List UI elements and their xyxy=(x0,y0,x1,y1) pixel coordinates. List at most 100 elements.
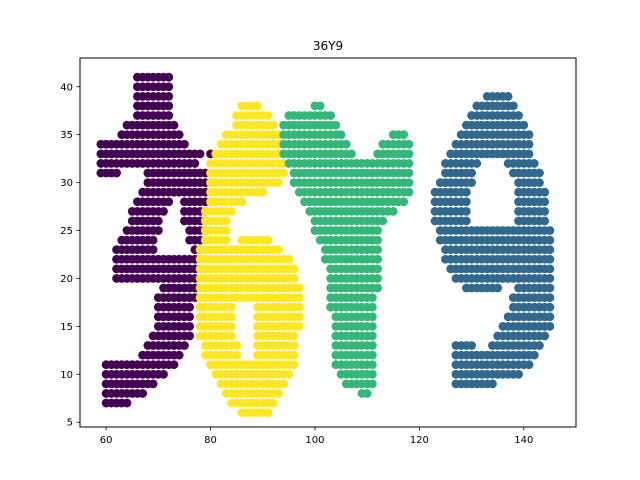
data-point xyxy=(404,187,414,197)
data-point xyxy=(545,274,555,283)
data-point xyxy=(263,408,273,418)
data-point xyxy=(294,312,304,322)
data-point xyxy=(472,159,482,168)
data-point xyxy=(545,293,555,303)
data-point xyxy=(467,178,476,188)
data-point xyxy=(367,293,377,303)
data-point xyxy=(174,350,184,360)
data-point xyxy=(153,226,163,235)
data-point xyxy=(535,341,544,350)
data-point xyxy=(326,111,336,120)
data-point xyxy=(367,350,377,360)
data-point xyxy=(341,139,351,149)
data-point xyxy=(367,312,377,322)
plot-frame xyxy=(79,57,577,428)
x-axis: 60 80 100 120 140 xyxy=(100,427,533,446)
data-point xyxy=(268,120,278,130)
data-point xyxy=(367,369,377,379)
data-point xyxy=(289,360,299,370)
data-point xyxy=(185,321,195,331)
data-point xyxy=(180,139,189,149)
data-point xyxy=(545,264,555,274)
data-point xyxy=(148,379,158,389)
y-tick-label: 35 xyxy=(60,130,73,141)
data-point xyxy=(404,139,414,149)
data-point xyxy=(367,302,377,312)
data-point xyxy=(373,226,382,235)
y-tick-label: 20 xyxy=(60,274,73,285)
data-point xyxy=(367,379,377,389)
data-point xyxy=(545,321,555,331)
data-point xyxy=(404,168,414,178)
data-point xyxy=(545,254,555,264)
data-point xyxy=(467,168,476,178)
data-point xyxy=(185,302,195,312)
data-point xyxy=(227,331,236,341)
data-point xyxy=(227,302,236,312)
data-point xyxy=(284,254,294,264)
data-point xyxy=(294,283,304,293)
y-tick-label: 15 xyxy=(60,322,73,333)
data-point xyxy=(153,216,163,226)
data-point xyxy=(524,139,534,149)
data-point xyxy=(227,312,236,322)
data-point xyxy=(493,283,503,293)
data-point xyxy=(388,206,398,216)
data-point xyxy=(373,283,382,293)
data-point xyxy=(274,178,283,188)
data-point xyxy=(284,369,294,379)
data-point xyxy=(336,130,346,140)
data-point xyxy=(535,168,544,178)
data-point xyxy=(253,101,262,111)
data-point xyxy=(545,302,555,312)
data-point xyxy=(540,216,550,226)
data-point xyxy=(232,341,242,350)
x-tick-label: 100 xyxy=(305,435,324,446)
data-point xyxy=(373,235,382,245)
data-point xyxy=(461,216,471,226)
data-point xyxy=(185,331,195,341)
data-point xyxy=(164,111,174,120)
x-tick-label: 60 xyxy=(100,435,113,446)
data-point xyxy=(232,350,242,360)
data-point xyxy=(347,149,356,159)
data-point xyxy=(404,159,414,168)
y-tick-label: 40 xyxy=(60,82,73,93)
data-point xyxy=(164,91,174,101)
data-point xyxy=(540,187,550,197)
data-point xyxy=(367,321,377,331)
data-point xyxy=(164,101,174,111)
data-point xyxy=(529,350,539,360)
data-point xyxy=(373,254,382,264)
chart-title: 36Y9 xyxy=(313,39,343,53)
data-point xyxy=(279,379,289,389)
data-point xyxy=(164,82,174,92)
data-point xyxy=(180,341,189,350)
data-point xyxy=(138,389,148,398)
data-point xyxy=(540,206,550,216)
data-point xyxy=(289,341,299,350)
data-point xyxy=(378,216,388,226)
data-point xyxy=(524,149,534,159)
data-point xyxy=(289,264,299,274)
data-point xyxy=(221,216,231,226)
data-point xyxy=(535,178,544,188)
data-point xyxy=(279,168,289,178)
y-axis: 5 10 15 20 25 30 35 40 xyxy=(60,82,80,429)
data-point xyxy=(488,379,497,389)
data-point xyxy=(545,245,555,255)
data-point xyxy=(221,235,231,245)
data-point xyxy=(545,312,555,322)
data-point xyxy=(263,235,273,245)
data-point xyxy=(545,235,555,245)
x-tick-label: 120 xyxy=(410,435,429,446)
data-point xyxy=(367,341,377,350)
data-point xyxy=(122,398,132,408)
data-point xyxy=(331,120,341,130)
data-point xyxy=(274,389,283,398)
data-point xyxy=(540,331,550,341)
data-point xyxy=(404,178,414,188)
data-point xyxy=(221,226,231,235)
data-point xyxy=(294,321,304,331)
